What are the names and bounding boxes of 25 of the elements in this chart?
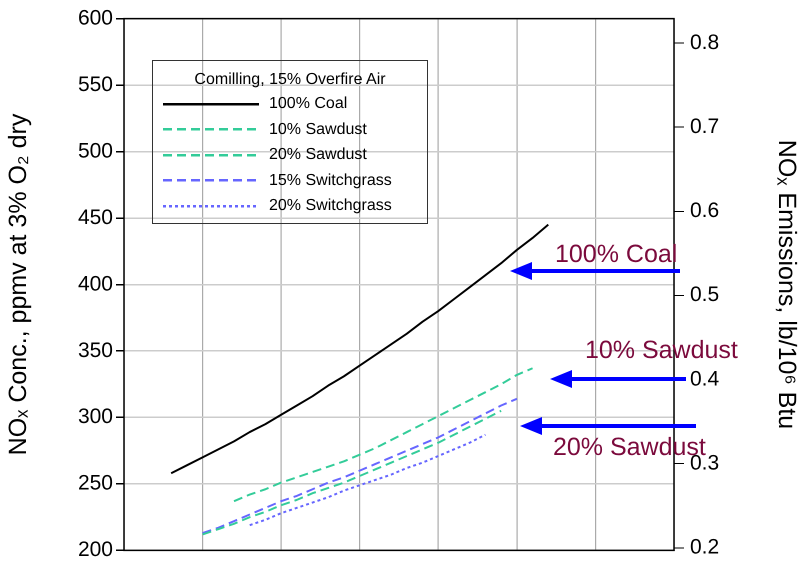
line-series [248, 434, 486, 526]
y2-tick-label: 0.2 [690, 536, 720, 559]
legend-label: 20% Sawdust [269, 145, 367, 165]
y-tick-label: 600 [78, 6, 113, 30]
y2-tick-label: 0.8 [690, 30, 720, 54]
legend-label: 10% Sawdust [269, 120, 367, 140]
y-tick-label: 200 [78, 538, 113, 562]
line-series [233, 367, 534, 502]
y2-tick-label: 0.7 [690, 114, 720, 138]
y2-axis-title: NOₓ Emissions, lb/10⁶ Btu [773, 140, 802, 430]
y-tick-label: 500 [78, 139, 113, 162]
y-tick-label: 250 [78, 472, 113, 495]
y-tick-label: 350 [78, 338, 113, 362]
y2-tick-label: 0.6 [690, 199, 720, 222]
legend-label: 100% Coal [269, 94, 348, 114]
legend-title: Comilling, 15% Overfire Air [193, 70, 387, 90]
legend-label: 15% Switchgrass [269, 170, 392, 190]
y-tick-label: 400 [78, 272, 113, 296]
y-axis-title: NOₓ Conc., ppmv at 3% O₂ dry [4, 113, 32, 456]
y2-tick-label: 0.5 [690, 283, 720, 306]
legend-label: 20% Switchgrass [269, 196, 392, 216]
y-tick-label: 300 [78, 405, 113, 428]
y-tick-label: 550 [78, 72, 113, 96]
y2-tick-label: 0.4 [690, 367, 720, 390]
y-tick-label: 450 [78, 206, 113, 229]
